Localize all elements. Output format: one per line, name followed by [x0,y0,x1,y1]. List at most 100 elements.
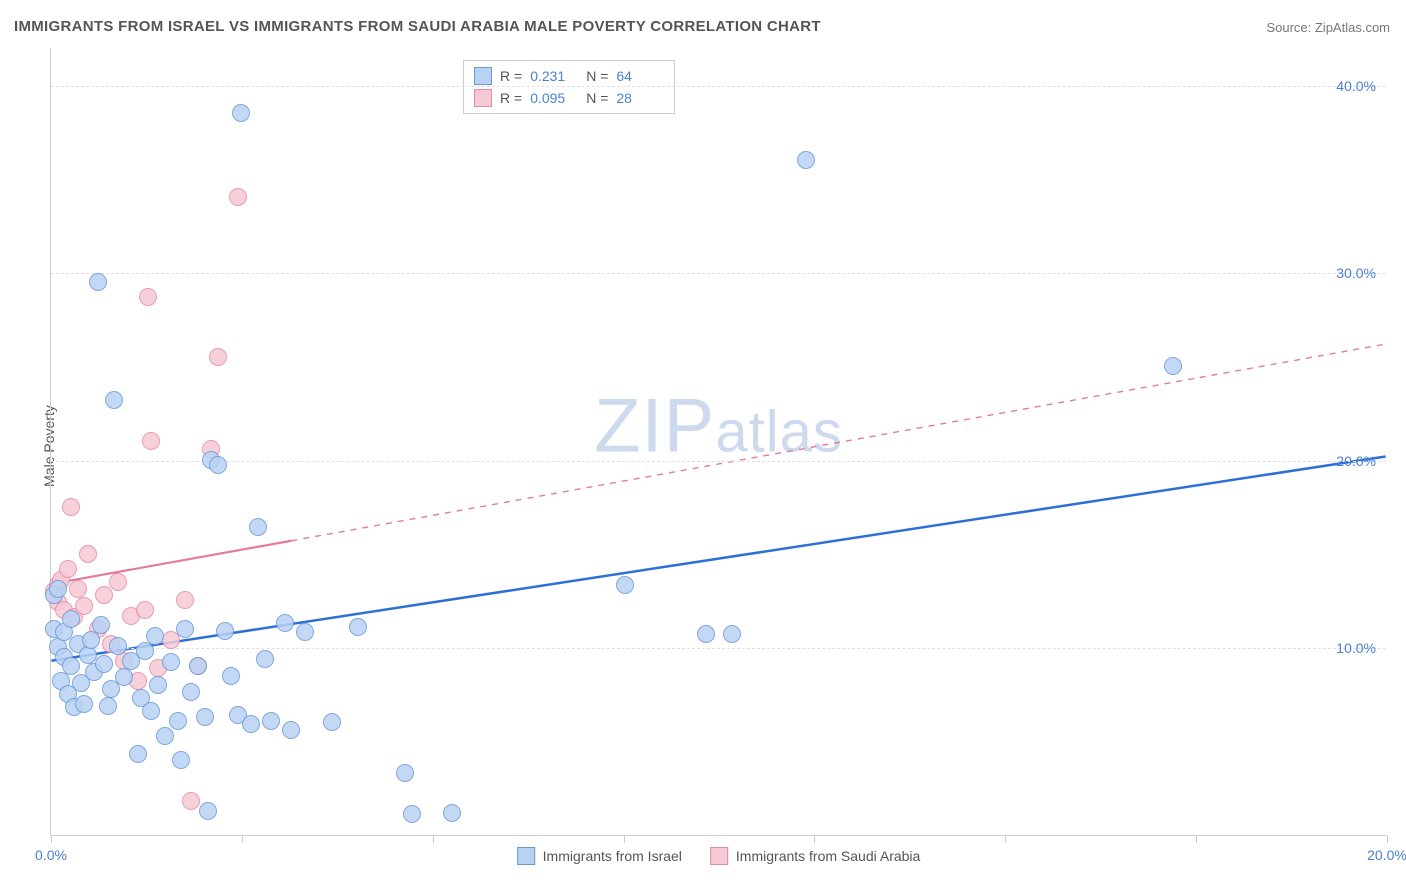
legend-r-label: R = [500,90,522,106]
scatter-point-series1 [296,623,314,641]
scatter-point-series1 [149,676,167,694]
scatter-point-series1 [797,151,815,169]
gridline [51,648,1386,649]
gridline [51,273,1386,274]
scatter-point-series1 [616,576,634,594]
scatter-point-series1 [62,657,80,675]
scatter-point-series1 [105,391,123,409]
scatter-point-series2 [182,792,200,810]
legend-r-value: 0.095 [530,90,578,106]
gridline [51,86,1386,87]
scatter-point-series1 [169,712,187,730]
legend-series-item: Immigrants from Saudi Arabia [710,847,920,865]
scatter-point-series1 [222,667,240,685]
scatter-point-series1 [196,708,214,726]
scatter-point-series2 [229,188,247,206]
scatter-point-series1 [146,627,164,645]
scatter-point-series1 [156,727,174,745]
legend-n-value: 64 [616,68,664,84]
scatter-point-series2 [75,597,93,615]
trend-line [51,456,1385,660]
scatter-point-series1 [396,764,414,782]
scatter-point-series1 [403,805,421,823]
scatter-point-series2 [136,601,154,619]
legend-row: R = 0.231 N = 64 [474,65,664,87]
scatter-point-series1 [95,655,113,673]
scatter-point-series1 [189,657,207,675]
scatter-point-series1 [129,745,147,763]
legend-r-label: R = [500,68,522,84]
scatter-point-series1 [209,456,227,474]
scatter-point-series1 [182,683,200,701]
scatter-point-series2 [209,348,227,366]
legend-series-label: Immigrants from Saudi Arabia [736,848,920,864]
x-tick [1387,835,1388,843]
legend-series: Immigrants from Israel Immigrants from Sa… [517,847,921,865]
trend-line [292,344,1386,541]
scatter-point-series1 [115,668,133,686]
scatter-point-series1 [199,802,217,820]
scatter-point-series1 [75,695,93,713]
scatter-point-series2 [79,545,97,563]
legend-n-label: N = [586,90,608,106]
scatter-point-series1 [136,642,154,660]
legend-row: R = 0.095 N = 28 [474,87,664,109]
scatter-point-series1 [89,273,107,291]
chart-title: IMMIGRANTS FROM ISRAEL VS IMMIGRANTS FRO… [14,18,821,35]
scatter-point-series1 [443,804,461,822]
scatter-point-series1 [242,715,260,733]
scatter-point-series1 [92,616,110,634]
scatter-point-series1 [172,751,190,769]
scatter-point-series1 [109,637,127,655]
gridline [51,461,1386,462]
legend-swatch [474,67,492,85]
scatter-point-series2 [142,432,160,450]
y-tick-label: 10.0% [1336,640,1376,656]
scatter-point-series1 [62,610,80,628]
scatter-point-series1 [323,713,341,731]
legend-series-item: Immigrants from Israel [517,847,682,865]
x-tick [1005,835,1006,843]
scatter-point-series1 [162,653,180,671]
x-tick [433,835,434,843]
scatter-point-series1 [99,697,117,715]
scatter-point-series1 [276,614,294,632]
scatter-point-series1 [176,620,194,638]
scatter-point-series1 [256,650,274,668]
x-tick [814,835,815,843]
scatter-point-series1 [249,518,267,536]
scatter-point-series2 [62,498,80,516]
scatter-point-series1 [282,721,300,739]
legend-n-label: N = [586,68,608,84]
legend-correlation: R = 0.231 N = 64 R = 0.095 N = 28 [463,60,675,114]
scatter-point-series2 [176,591,194,609]
y-tick-label: 20.0% [1336,453,1376,469]
x-tick [1196,835,1197,843]
scatter-point-series1 [723,625,741,643]
scatter-point-series1 [697,625,715,643]
x-tick [51,835,52,843]
x-tick-label: 20.0% [1367,847,1406,863]
y-tick-label: 40.0% [1336,78,1376,94]
legend-series-label: Immigrants from Israel [543,848,682,864]
scatter-point-series1 [49,580,67,598]
scatter-point-series2 [59,560,77,578]
scatter-point-series1 [142,702,160,720]
legend-swatch [474,89,492,107]
legend-swatch [517,847,535,865]
scatter-point-series2 [109,573,127,591]
scatter-point-series1 [82,631,100,649]
scatter-point-series1 [262,712,280,730]
plot-area: ZIPatlas R =0.231N =64R =0.095N =28 Immi… [50,48,1386,836]
legend-n-value: 28 [616,90,664,106]
scatter-point-series2 [95,586,113,604]
legend-swatch [710,847,728,865]
scatter-point-series2 [139,288,157,306]
x-tick-label: 0.0% [35,847,67,863]
scatter-point-series2 [69,580,87,598]
legend-r-value: 0.231 [530,68,578,84]
x-tick [242,835,243,843]
scatter-point-series1 [216,622,234,640]
watermark: ZIPatlas [594,382,843,469]
x-tick [624,835,625,843]
